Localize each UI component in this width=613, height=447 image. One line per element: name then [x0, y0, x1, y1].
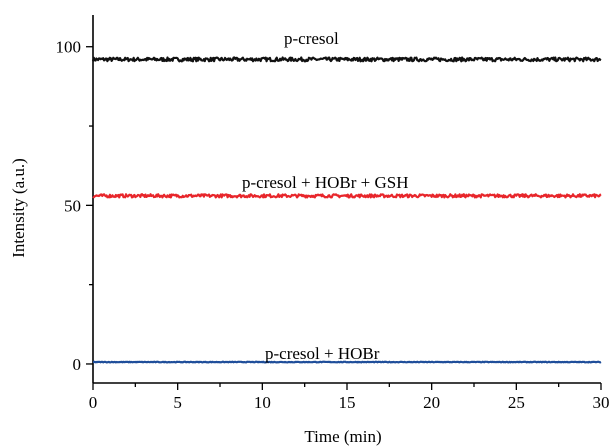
x-tick-label: 25	[508, 393, 525, 412]
series-label-1: p-cresol + HOBr + GSH	[242, 173, 409, 192]
x-tick-label: 10	[254, 393, 271, 412]
series-lines	[91, 56, 602, 364]
series-line-2	[92, 360, 602, 364]
series-line-1	[92, 193, 602, 199]
x-tick-label: 20	[423, 393, 440, 412]
x-tick-label: 15	[339, 393, 356, 412]
y-tick-label: 100	[56, 38, 82, 57]
series-label-0: p-cresol	[284, 29, 339, 48]
x-tick-label: 5	[173, 393, 182, 412]
series-line-0	[91, 56, 602, 63]
y-axis-title: Intensity (a.u.)	[9, 158, 28, 258]
x-tick-label: 0	[89, 393, 98, 412]
series-labels: p-cresol p-cresol + HOBr + GSH p-cresol + …	[242, 29, 409, 363]
x-axis-title: Time (min)	[304, 427, 381, 446]
series-label-2: p-cresol + HOBr	[265, 344, 380, 363]
y-tick-label: 0	[73, 355, 82, 374]
y-tick-label: 50	[64, 196, 81, 215]
x-tick-label: 30	[593, 393, 610, 412]
axes: 0 5 10 15 20 25 30 0 50 100	[56, 15, 610, 412]
